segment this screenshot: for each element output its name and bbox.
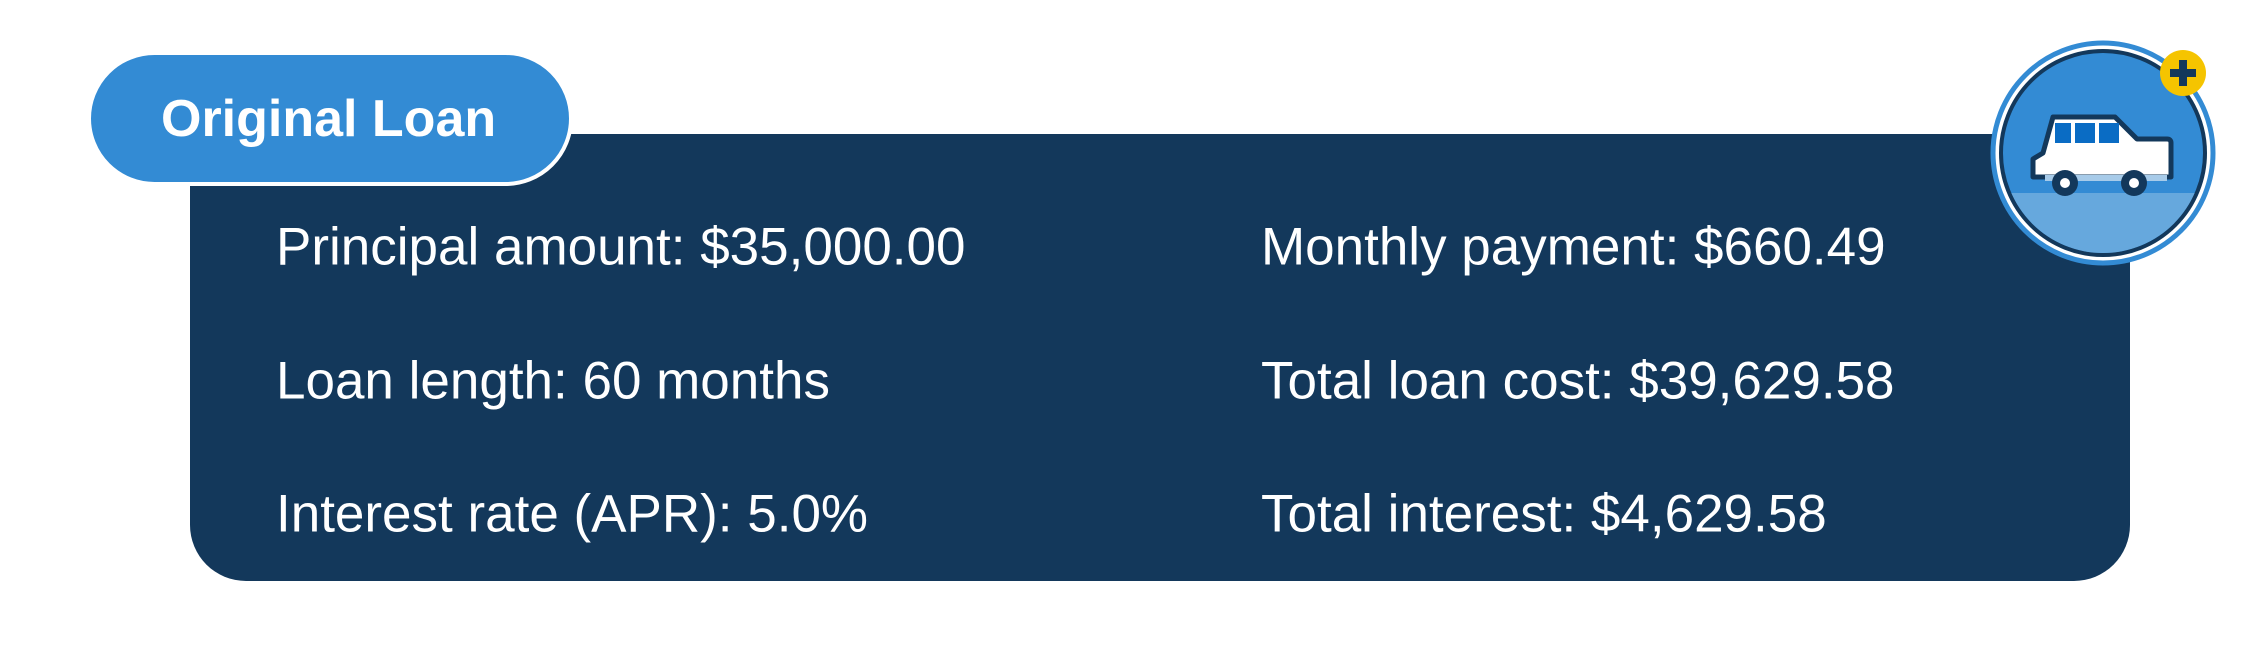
- plus-badge-icon: [2160, 50, 2206, 96]
- car-icon: [1990, 40, 2216, 266]
- section-label-text: Original Loan: [161, 89, 497, 148]
- section-label: Original Loan: [87, 51, 573, 186]
- total-loan-cost: Total loan cost: $39,629.58: [1261, 351, 1895, 411]
- loan-summary-panel: [190, 134, 2130, 581]
- monthly-payment: Monthly payment: $660.49: [1261, 217, 1886, 277]
- loan-length: Loan length: 60 months: [276, 351, 830, 411]
- total-interest: Total interest: $4,629.58: [1261, 484, 1827, 544]
- interest-rate: Interest rate (APR): 5.0%: [276, 484, 869, 544]
- principal-amount: Principal amount: $35,000.00: [276, 217, 966, 277]
